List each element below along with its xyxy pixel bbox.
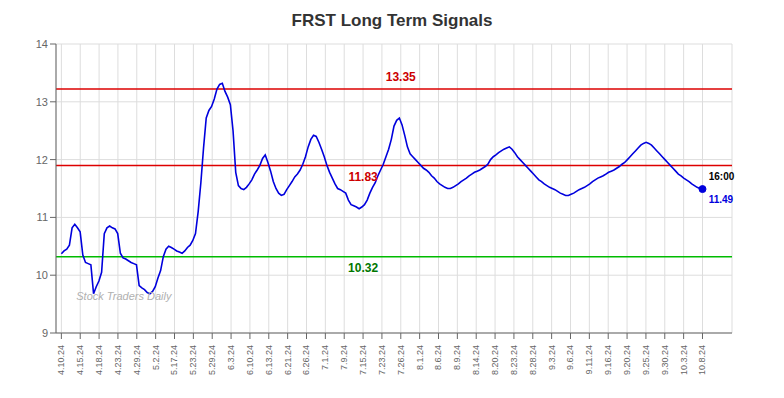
svg-text:12: 12 <box>36 154 48 166</box>
svg-text:5.2.24: 5.2.24 <box>151 345 161 370</box>
svg-text:6.3.24: 6.3.24 <box>226 345 236 370</box>
svg-text:9.20.24: 9.20.24 <box>622 345 632 375</box>
svg-text:4.18.24: 4.18.24 <box>94 345 104 375</box>
svg-text:8.6.24: 8.6.24 <box>433 345 443 370</box>
svg-text:10.8.24: 10.8.24 <box>697 345 707 375</box>
svg-text:8.14.24: 8.14.24 <box>471 345 481 375</box>
svg-text:8.28.24: 8.28.24 <box>528 345 538 375</box>
svg-text:9.25.24: 9.25.24 <box>641 345 651 375</box>
svg-text:11: 11 <box>37 211 48 223</box>
svg-text:4.15.24: 4.15.24 <box>75 345 85 375</box>
svg-text:11.83: 11.83 <box>348 170 378 184</box>
svg-text:9.3.24: 9.3.24 <box>547 345 557 370</box>
svg-text:9.30.24: 9.30.24 <box>660 345 670 375</box>
svg-text:10: 10 <box>36 269 48 281</box>
svg-text:7.15.24: 7.15.24 <box>358 345 368 375</box>
svg-text:4.29.24: 4.29.24 <box>132 345 142 375</box>
svg-text:8.23.24: 8.23.24 <box>509 345 519 375</box>
svg-text:9: 9 <box>42 327 48 339</box>
svg-text:8.20.24: 8.20.24 <box>490 345 500 375</box>
svg-text:11.49: 11.49 <box>709 194 734 205</box>
svg-text:8.9.24: 8.9.24 <box>452 345 462 370</box>
svg-text:10.3.24: 10.3.24 <box>679 345 689 375</box>
html-text:FRST Long Term Signals: FRST Long Term Signals <box>291 11 493 30</box>
svg-text:7.9.24: 7.9.24 <box>339 345 349 370</box>
svg-text:6.10.24: 6.10.24 <box>245 345 255 375</box>
svg-text:6.21.24: 6.21.24 <box>283 345 293 375</box>
svg-text:8.1.24: 8.1.24 <box>415 345 425 370</box>
svg-text:10.32: 10.32 <box>348 261 378 275</box>
svg-text:7.23.24: 7.23.24 <box>377 345 387 375</box>
svg-text:9.11.24: 9.11.24 <box>584 345 594 374</box>
svg-text:7.26.24: 7.26.24 <box>396 345 406 375</box>
svg-text:14: 14 <box>36 38 48 50</box>
svg-text:5.23.24: 5.23.24 <box>188 345 198 375</box>
svg-text:4.23.24: 4.23.24 <box>113 345 123 375</box>
svg-text:4.10.24: 4.10.24 <box>56 345 66 375</box>
svg-text:7.1.24: 7.1.24 <box>320 345 330 370</box>
svg-text:5.29.24: 5.29.24 <box>207 345 217 375</box>
svg-text:9.16.24: 9.16.24 <box>603 345 613 375</box>
svg-text:13.35: 13.35 <box>386 70 416 84</box>
svg-text:13: 13 <box>36 96 48 108</box>
html-text:Stock Traders Daily: Stock Traders Daily <box>76 290 172 303</box>
svg-text:6.13.24: 6.13.24 <box>264 345 274 375</box>
svg-text:16:00: 16:00 <box>709 171 735 182</box>
svg-text:5.17.24: 5.17.24 <box>169 345 179 375</box>
svg-text:9.6.24: 9.6.24 <box>565 345 575 370</box>
svg-text:6.26.24: 6.26.24 <box>301 345 311 375</box>
